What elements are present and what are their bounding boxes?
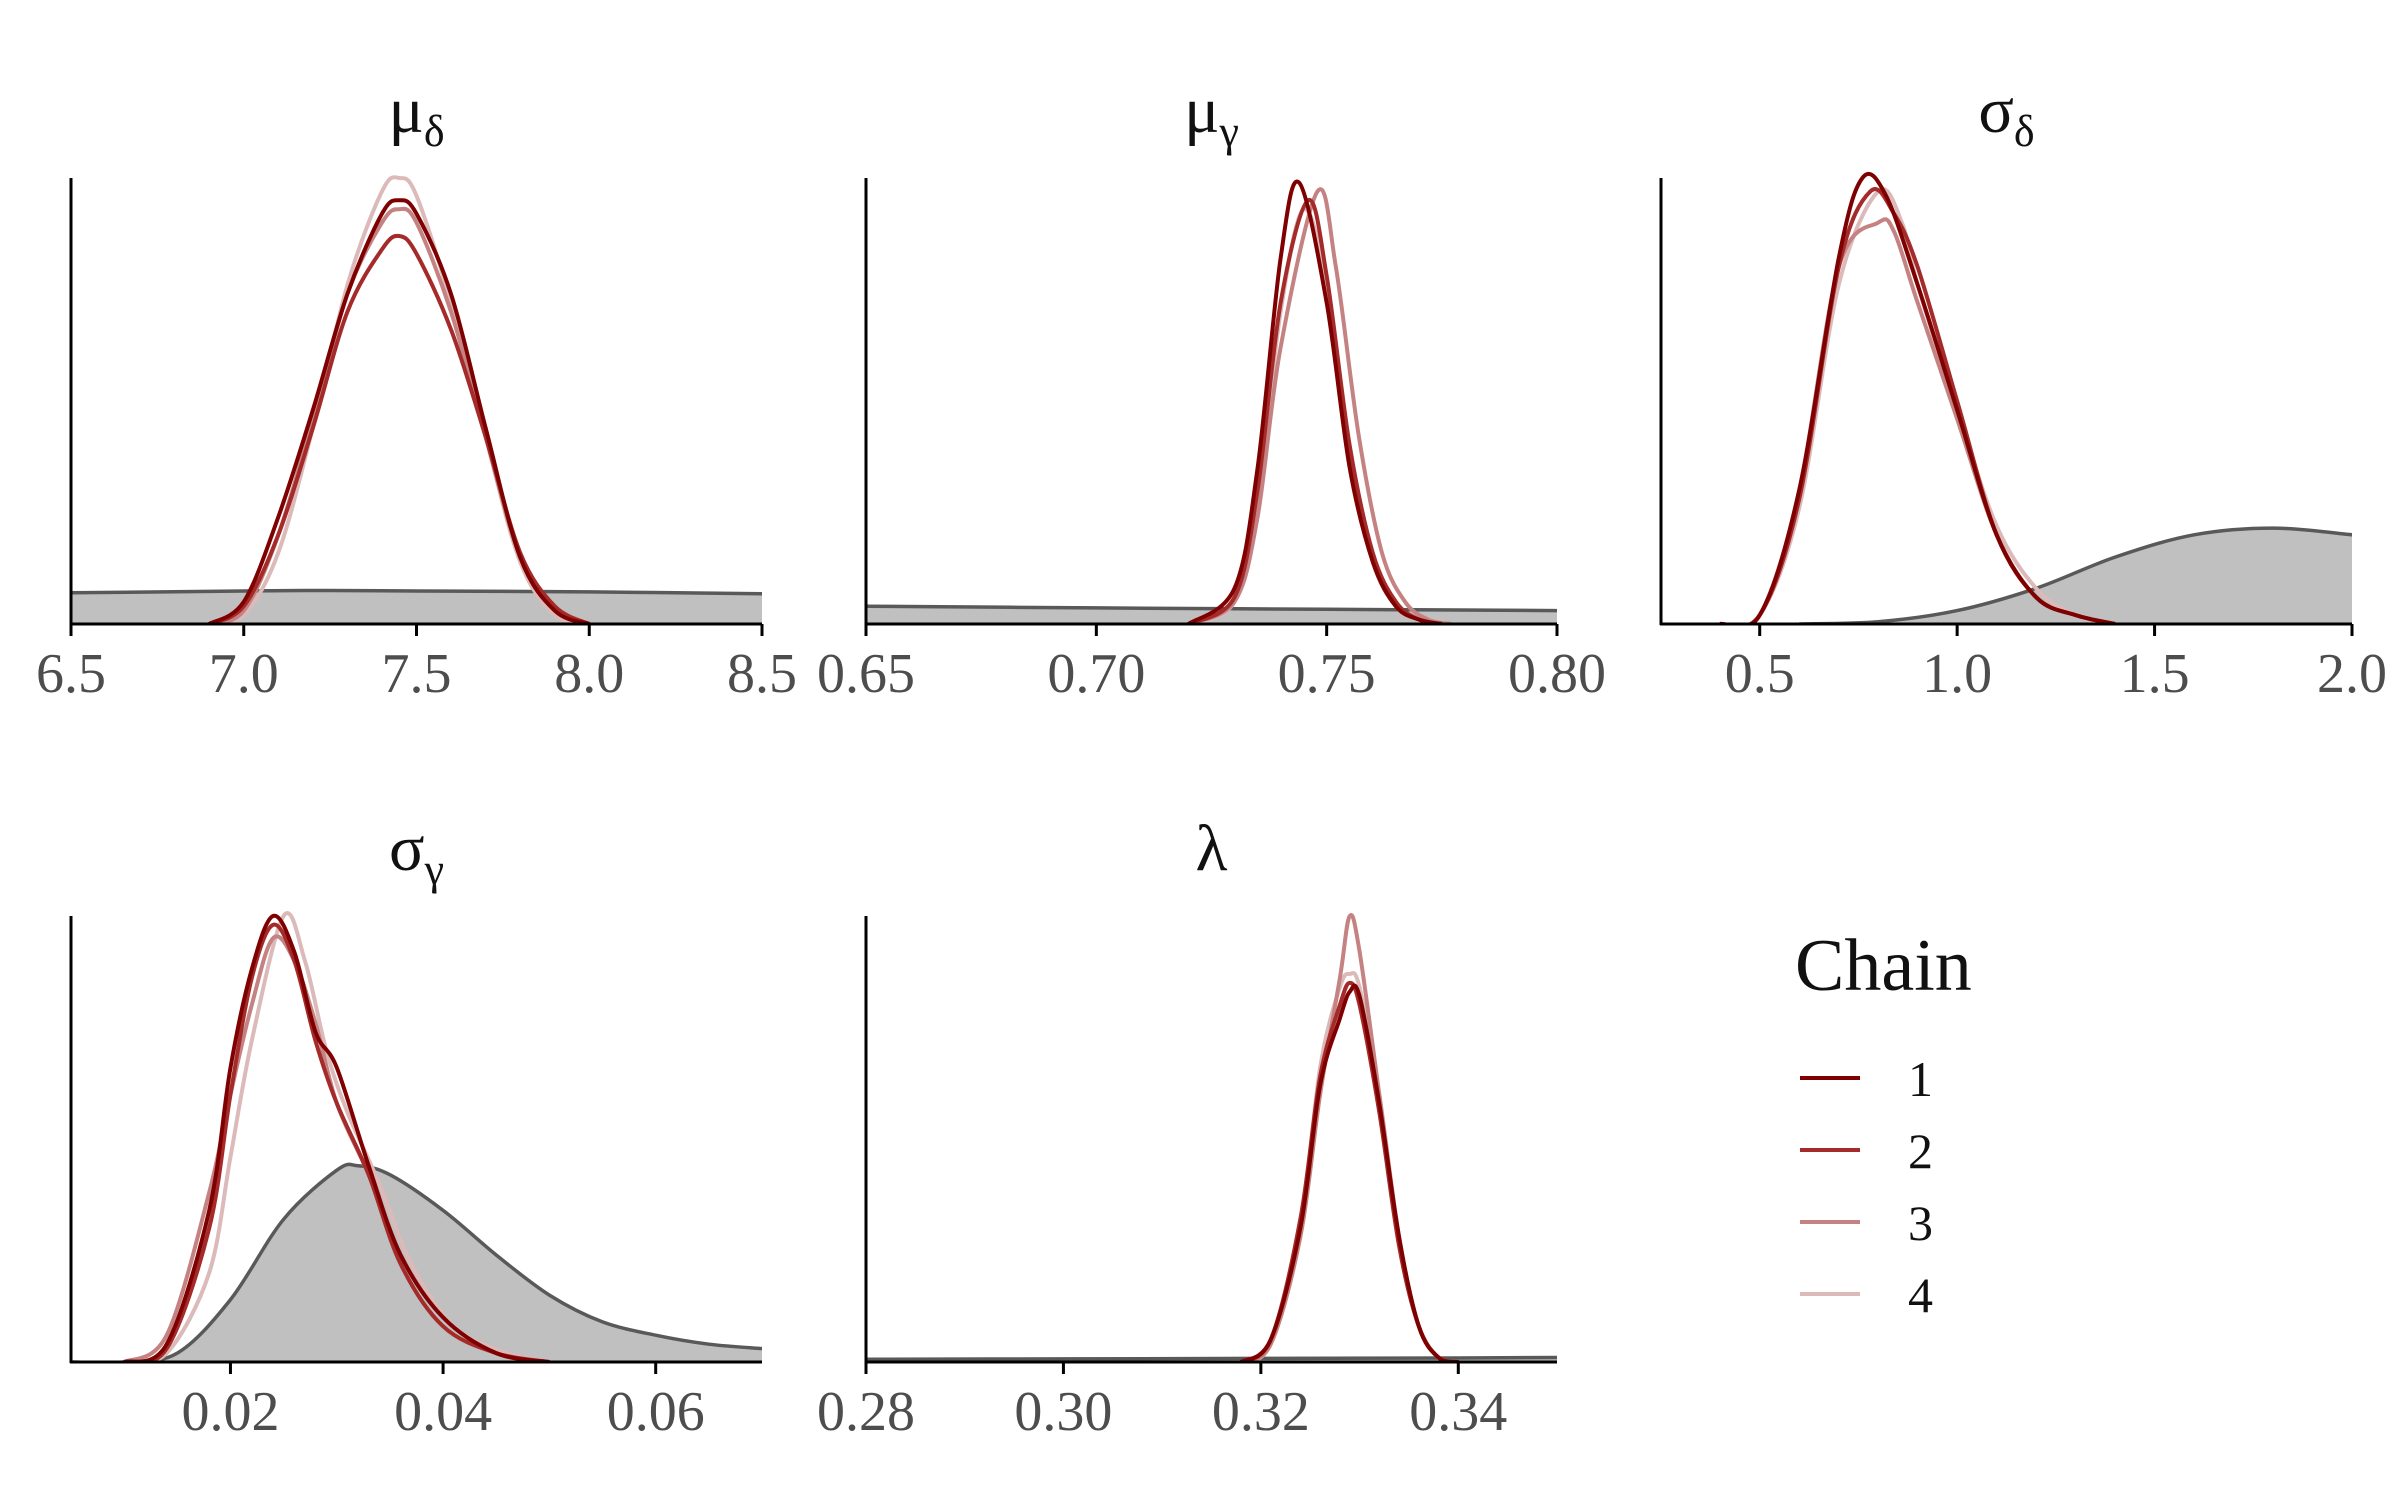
panel-title: μγ — [1184, 74, 1239, 156]
x-tick-label: 0.5 — [1725, 643, 1795, 705]
x-tick-label: 0.75 — [1278, 643, 1376, 705]
chain-2-density-line — [123, 922, 550, 1362]
panel-2: 0.65 0.70 0.75 0.80 μγ — [817, 74, 1606, 705]
panel-4: 0.02 0.04 0.06 σγ — [69, 812, 762, 1443]
prior-density-line — [71, 1162, 762, 1362]
panel-title: λ — [1195, 812, 1227, 885]
prior-density-area — [71, 1164, 762, 1362]
legend-item-2: 2 — [1800, 1123, 1933, 1179]
x-tick-label: 0.28 — [817, 1381, 915, 1443]
legend-label-1: 1 — [1908, 1051, 1933, 1107]
x-tick-label: 1.0 — [1922, 643, 1992, 705]
prior-density-line — [1799, 526, 2352, 624]
chain-3-density-line — [1187, 187, 1452, 624]
x-tick-label: 0.30 — [1014, 1381, 1112, 1443]
x-tick-label: 1.5 — [2120, 643, 2190, 705]
plot-area — [71, 175, 762, 624]
x-tick-label: 8.5 — [727, 643, 797, 705]
chain-2-density-line — [1239, 980, 1459, 1362]
chain-1-density-line — [123, 913, 550, 1362]
prior-density-line — [71, 588, 762, 596]
legend-item-1: 1 — [1800, 1051, 1933, 1107]
x-tick-label: 8.0 — [554, 643, 624, 705]
chain-4-density-line — [208, 175, 590, 624]
x-tick-label: 0.70 — [1047, 643, 1145, 705]
legend-item-4: 4 — [1800, 1267, 1933, 1323]
chain-4-density-line — [1187, 207, 1443, 624]
facet-panels: 6.5 7.0 7.5 8.0 8.5 μδ 0.65 0.70 0.75 0.80 μγ 0.5 1.… — [36, 74, 2387, 1443]
plot-area — [1719, 171, 2352, 624]
legend-label-2: 2 — [1908, 1123, 1933, 1179]
x-tick-label: 0.34 — [1409, 1381, 1507, 1443]
x-tick-label: 0.80 — [1508, 643, 1606, 705]
legend: Chain 1 2 3 4 — [1795, 925, 1972, 1323]
x-tick-label: 7.0 — [209, 643, 279, 705]
panel-title: σγ — [389, 812, 444, 894]
panel-title: σδ — [1978, 74, 2034, 156]
x-tick-label: 7.5 — [382, 643, 452, 705]
prior-density-line — [866, 1355, 1557, 1362]
panel-title: μδ — [388, 74, 444, 156]
panel-3: 0.5 1.0 1.5 2.0 σδ — [1659, 74, 2387, 705]
chain-4-density-line — [123, 911, 550, 1362]
legend-item-3: 3 — [1800, 1195, 1933, 1251]
x-tick-label: 0.02 — [181, 1381, 279, 1443]
chain-1-density-line — [208, 198, 591, 624]
chain-1-density-line — [1719, 171, 2116, 624]
chain-1-density-line — [1187, 179, 1443, 624]
x-tick-label: 6.5 — [36, 643, 106, 705]
plot-area — [866, 179, 1557, 624]
legend-label-3: 3 — [1908, 1195, 1933, 1251]
x-tick-label: 0.32 — [1212, 1381, 1310, 1443]
x-tick-label: 0.04 — [394, 1381, 492, 1443]
x-tick-label: 0.65 — [817, 643, 915, 705]
panel-1: 6.5 7.0 7.5 8.0 8.5 μδ — [36, 74, 797, 705]
legend-title: Chain — [1795, 925, 1972, 1007]
legend-label-4: 4 — [1908, 1267, 1933, 1323]
chain-1-density-line — [1239, 983, 1459, 1362]
prior-density-area — [1799, 528, 2352, 624]
x-tick-label: 0.06 — [607, 1381, 705, 1443]
x-tick-label: 2.0 — [2317, 643, 2387, 705]
plot-area — [71, 911, 762, 1362]
chain-2-density-line — [208, 233, 591, 624]
chain-4-density-line — [1240, 970, 1459, 1362]
plot-area — [866, 913, 1557, 1362]
prior-density-line — [866, 604, 1557, 613]
prior-density-area — [71, 590, 762, 624]
panel-5: 0.28 0.30 0.32 0.34 λ — [817, 812, 1557, 1443]
chain-2-density-line — [1187, 198, 1443, 624]
